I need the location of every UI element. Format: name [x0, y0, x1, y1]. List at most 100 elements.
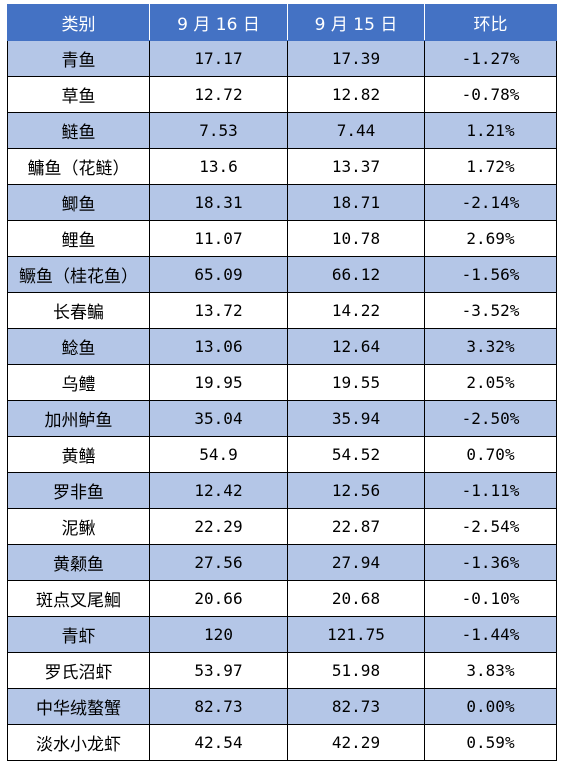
sep15-price-cell: 66.12: [287, 256, 425, 293]
sep15-price-cell: 14.22: [287, 292, 425, 329]
sep16-price-cell: 11.07: [149, 220, 288, 257]
table-row: 鳜鱼（桂花鱼） 65.09 66.12 -1.56%: [7, 256, 557, 293]
sep15-price-cell: 121.75: [287, 616, 425, 653]
table-header: 类别 9 月 16 日 9 月 15 日 环比: [7, 4, 557, 41]
price-table: 类别 9 月 16 日 9 月 15 日 环比 青鱼 17.17 17.39 -1.2…: [7, 4, 557, 761]
category-cell: 淡水小龙虾: [7, 724, 150, 761]
table-row: 鲢鱼 7.53 7.44 1.21%: [7, 112, 557, 149]
category-cell: 鳙鱼（花鲢）: [7, 148, 150, 185]
change-cell: 0.70%: [424, 436, 557, 473]
change-cell: 2.05%: [424, 364, 557, 401]
change-cell: 1.21%: [424, 112, 557, 149]
change-cell: -1.27%: [424, 40, 557, 77]
change-cell: -0.10%: [424, 580, 557, 617]
sep16-price-cell: 20.66: [149, 580, 288, 617]
category-cell: 长春鳊: [7, 292, 150, 329]
sep16-price-cell: 65.09: [149, 256, 288, 293]
category-cell: 青虾: [7, 616, 150, 653]
sep16-price-cell: 18.31: [149, 184, 288, 221]
sep15-price-cell: 18.71: [287, 184, 425, 221]
category-cell: 鲢鱼: [7, 112, 150, 149]
table-row: 乌鳢 19.95 19.55 2.05%: [7, 364, 557, 401]
table-row: 加州鲈鱼 35.04 35.94 -2.50%: [7, 400, 557, 437]
sep16-price-cell: 82.73: [149, 688, 288, 725]
sep15-price-cell: 42.29: [287, 724, 425, 761]
table-row: 泥鳅 22.29 22.87 -2.54%: [7, 508, 557, 545]
sep15-price-cell: 7.44: [287, 112, 425, 149]
table-row: 鲤鱼 11.07 10.78 2.69%: [7, 220, 557, 257]
sep15-price-cell: 51.98: [287, 652, 425, 689]
sep15-price-cell: 82.73: [287, 688, 425, 725]
sep15-price-cell: 12.82: [287, 76, 425, 113]
header-sep15: 9 月 15 日: [287, 4, 425, 41]
header-category: 类别: [7, 4, 150, 41]
change-cell: -2.14%: [424, 184, 557, 221]
table-row: 鲶鱼 13.06 12.64 3.32%: [7, 328, 557, 365]
table-row: 黄鳝 54.9 54.52 0.70%: [7, 436, 557, 473]
category-cell: 罗氏沼虾: [7, 652, 150, 689]
table-row: 青虾 120 121.75 -1.44%: [7, 616, 557, 653]
table-row: 罗氏沼虾 53.97 51.98 3.83%: [7, 652, 557, 689]
change-cell: 3.83%: [424, 652, 557, 689]
category-cell: 黄颡鱼: [7, 544, 150, 581]
category-cell: 泥鳅: [7, 508, 150, 545]
change-cell: -0.78%: [424, 76, 557, 113]
sep16-price-cell: 13.72: [149, 292, 288, 329]
change-cell: 2.69%: [424, 220, 557, 257]
category-cell: 斑点叉尾鮰: [7, 580, 150, 617]
category-cell: 乌鳢: [7, 364, 150, 401]
category-cell: 罗非鱼: [7, 472, 150, 509]
sep16-price-cell: 7.53: [149, 112, 288, 149]
header-row: 类别 9 月 16 日 9 月 15 日 环比: [7, 4, 557, 41]
table-row: 中华绒螯蟹 82.73 82.73 0.00%: [7, 688, 557, 725]
sep16-price-cell: 120: [149, 616, 288, 653]
sep16-price-cell: 12.42: [149, 472, 288, 509]
table-row: 鲫鱼 18.31 18.71 -2.14%: [7, 184, 557, 221]
change-cell: 3.32%: [424, 328, 557, 365]
sep15-price-cell: 22.87: [287, 508, 425, 545]
change-cell: 0.59%: [424, 724, 557, 761]
table-row: 长春鳊 13.72 14.22 -3.52%: [7, 292, 557, 329]
change-cell: 1.72%: [424, 148, 557, 185]
category-cell: 黄鳝: [7, 436, 150, 473]
category-cell: 鲫鱼: [7, 184, 150, 221]
sep15-price-cell: 20.68: [287, 580, 425, 617]
sep16-price-cell: 17.17: [149, 40, 288, 77]
change-cell: -1.44%: [424, 616, 557, 653]
sep16-price-cell: 13.06: [149, 328, 288, 365]
table-row: 草鱼 12.72 12.82 -0.78%: [7, 76, 557, 113]
category-cell: 青鱼: [7, 40, 150, 77]
change-cell: -1.56%: [424, 256, 557, 293]
change-cell: -2.54%: [424, 508, 557, 545]
table-row: 青鱼 17.17 17.39 -1.27%: [7, 40, 557, 77]
sep15-price-cell: 27.94: [287, 544, 425, 581]
category-cell: 中华绒螯蟹: [7, 688, 150, 725]
category-cell: 鲶鱼: [7, 328, 150, 365]
table-row: 黄颡鱼 27.56 27.94 -1.36%: [7, 544, 557, 581]
table-row: 淡水小龙虾 42.54 42.29 0.59%: [7, 724, 557, 761]
sep15-price-cell: 12.56: [287, 472, 425, 509]
change-cell: 0.00%: [424, 688, 557, 725]
table-body: 青鱼 17.17 17.39 -1.27% 草鱼 12.72 12.82 -0.78% 鲢鱼 7.…: [7, 40, 557, 761]
sep16-price-cell: 12.72: [149, 76, 288, 113]
change-cell: -3.52%: [424, 292, 557, 329]
sep16-price-cell: 27.56: [149, 544, 288, 581]
sep15-price-cell: 12.64: [287, 328, 425, 365]
sep15-price-cell: 10.78: [287, 220, 425, 257]
change-cell: -1.11%: [424, 472, 557, 509]
category-cell: 鳜鱼（桂花鱼）: [7, 256, 150, 293]
sep16-price-cell: 54.9: [149, 436, 288, 473]
table-row: 鳙鱼（花鲢） 13.6 13.37 1.72%: [7, 148, 557, 185]
header-change: 环比: [424, 4, 557, 41]
change-cell: -1.36%: [424, 544, 557, 581]
table-row: 罗非鱼 12.42 12.56 -1.11%: [7, 472, 557, 509]
sep15-price-cell: 35.94: [287, 400, 425, 437]
sep15-price-cell: 54.52: [287, 436, 425, 473]
sep16-price-cell: 42.54: [149, 724, 288, 761]
sep15-price-cell: 17.39: [287, 40, 425, 77]
sep15-price-cell: 19.55: [287, 364, 425, 401]
header-sep16: 9 月 16 日: [149, 4, 288, 41]
sep16-price-cell: 22.29: [149, 508, 288, 545]
category-cell: 鲤鱼: [7, 220, 150, 257]
sep15-price-cell: 13.37: [287, 148, 425, 185]
